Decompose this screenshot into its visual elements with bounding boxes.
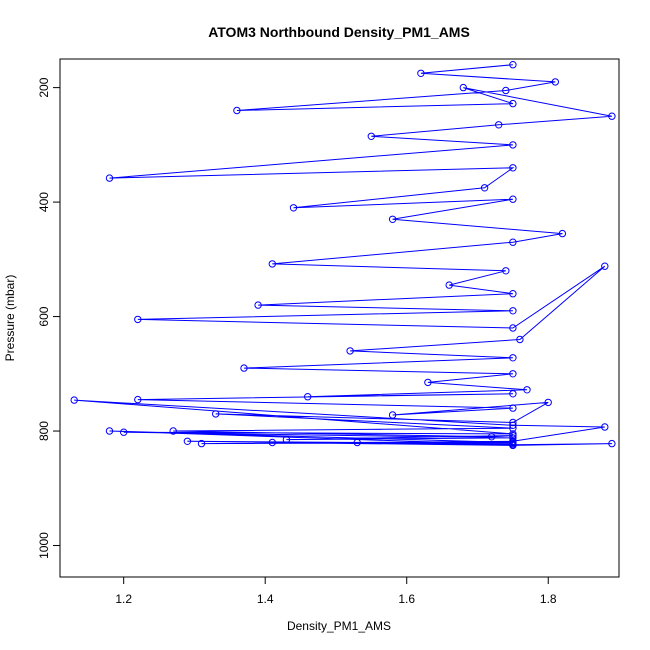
data-point <box>346 347 354 355</box>
data-point <box>212 410 220 418</box>
data-point <box>197 439 206 448</box>
data-point <box>459 83 467 92</box>
data-point <box>509 370 517 378</box>
data-point <box>608 112 616 120</box>
data-point <box>502 267 510 275</box>
data-layer <box>70 60 616 450</box>
data-point <box>544 398 552 407</box>
data-point <box>169 427 177 435</box>
data-point <box>509 60 517 69</box>
data-point <box>509 195 517 203</box>
data-point <box>509 324 517 332</box>
data-point <box>509 354 517 362</box>
data-point <box>509 424 517 432</box>
data-point <box>445 281 453 289</box>
plot-area-border <box>59 58 620 578</box>
data-point <box>558 229 567 238</box>
x-tick-label: 1.2 <box>115 592 132 606</box>
x-tick-label: 1.6 <box>398 592 415 606</box>
data-point <box>240 364 248 372</box>
data-point <box>551 78 559 86</box>
x-tick-label: 1.4 <box>257 592 274 606</box>
data-point <box>254 301 262 309</box>
y-tick-label: 400 <box>37 192 51 212</box>
data-point <box>509 404 517 412</box>
data-point <box>304 393 312 401</box>
y-tick-label: 600 <box>37 306 51 326</box>
data-point <box>509 434 517 442</box>
data-point <box>353 438 361 447</box>
y-axis: 200 400 600 800 1000 <box>37 77 61 559</box>
y-tick-label: 1000 <box>37 532 51 559</box>
data-point <box>601 423 609 431</box>
y-tick-label: 200 <box>37 77 51 97</box>
data-point <box>509 99 517 108</box>
data-point <box>495 121 503 129</box>
x-tick-label: 1.8 <box>540 592 557 606</box>
data-point <box>367 132 375 141</box>
data-point <box>388 215 397 224</box>
x-axis: 1.2 1.4 1.6 1.8 <box>115 576 557 606</box>
data-point <box>523 386 531 394</box>
chart-title: ATOM3 Northbound Density_PM1_AMS <box>208 24 470 40</box>
series-line <box>74 64 612 446</box>
data-point <box>601 262 609 270</box>
data-point <box>509 441 517 450</box>
data-point <box>509 421 517 429</box>
data-point <box>134 315 142 324</box>
data-point <box>388 411 397 419</box>
data-point <box>509 164 517 172</box>
data-point <box>424 378 432 387</box>
data-point <box>70 396 78 404</box>
data-point <box>105 174 114 182</box>
data-point <box>282 435 291 444</box>
data-point <box>120 428 128 436</box>
data-point <box>509 418 517 427</box>
data-point <box>105 427 114 435</box>
data-point <box>509 141 517 149</box>
data-point <box>509 390 517 398</box>
data-point <box>509 290 517 298</box>
data-point <box>509 238 517 246</box>
data-point <box>233 106 241 115</box>
data-point <box>183 437 192 445</box>
y-tick-label: 800 <box>37 421 51 441</box>
data-point <box>289 204 298 212</box>
data-point <box>480 184 489 192</box>
data-point <box>268 260 276 268</box>
data-point <box>509 430 517 438</box>
y-axis-label: Pressure (mbar) <box>3 275 17 362</box>
data-point <box>134 395 142 404</box>
data-point <box>608 439 616 448</box>
data-point <box>502 86 510 95</box>
data-point <box>417 69 425 78</box>
data-point <box>516 335 524 344</box>
data-point <box>268 438 276 447</box>
data-point <box>509 307 517 315</box>
data-point <box>487 433 496 441</box>
x-axis-label: Density_PM1_AMS <box>287 619 391 633</box>
